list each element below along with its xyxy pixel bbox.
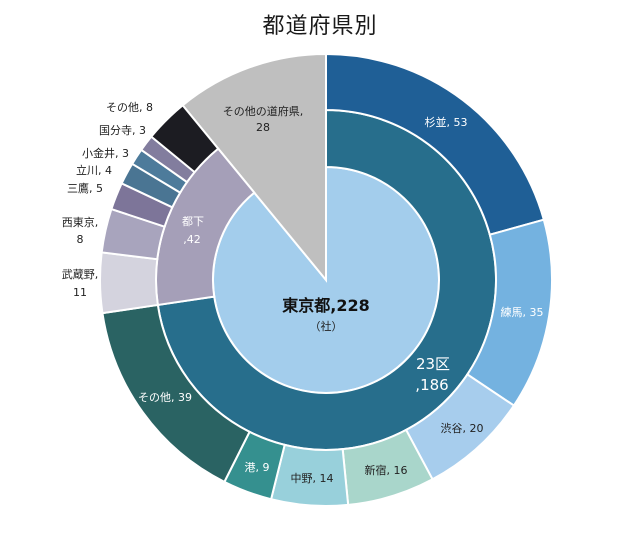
chart-segments (99, 52, 553, 507)
center-label: 東京都,228 (282, 296, 369, 315)
label-other-prefectures: その他の道府県, (223, 104, 304, 118)
label-mitaka: 三鷹, 5 (67, 181, 103, 195)
label-kokubunji: 国分寺, 3 (99, 124, 146, 137)
segment-municipality-13 (149, 103, 220, 174)
label-suginami: 杉並, 53 (425, 115, 468, 129)
segment-municipality-7 (99, 251, 159, 315)
label-toka-value: ,42 (183, 233, 201, 246)
label-other-toka: その他, 8 (106, 101, 153, 114)
label-23ku: 23区 (416, 355, 450, 373)
label-shinjuku: 新宿, 16 (365, 463, 408, 477)
label-minato: 港, 9 (245, 461, 270, 474)
label-shibuya: 渋谷, 20 (441, 422, 484, 435)
label-musashino-value: 11 (73, 286, 87, 299)
label-23ku-value: ,186 (415, 376, 448, 394)
label-other-prefectures-value: 28 (256, 121, 270, 134)
label-nerima: 練馬, 35 (501, 305, 544, 319)
label-tachikawa: 立川, 4 (76, 163, 112, 177)
label-nishitokyo-value: 8 (77, 233, 84, 246)
label-nakano: 中野, 14 (291, 472, 334, 485)
label-toka: 都下 (182, 215, 204, 228)
label-musashino: 武蔵野, (62, 268, 99, 281)
label-other-23ku: その他, 39 (138, 391, 192, 404)
label-koganei: 小金井, 3 (82, 146, 129, 160)
label-nishitokyo: 西東京, (62, 215, 99, 229)
segment-other-prefectures (181, 52, 327, 283)
center-unit-label: （社） (310, 319, 343, 333)
chart-title: 都道府県別 (262, 14, 378, 39)
